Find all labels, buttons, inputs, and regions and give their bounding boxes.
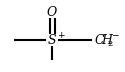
Text: 2: 2	[107, 40, 112, 48]
Text: C: C	[95, 33, 105, 47]
Text: O: O	[47, 6, 57, 20]
Text: +: +	[58, 31, 65, 40]
Text: S: S	[48, 33, 56, 47]
Text: H: H	[101, 33, 112, 47]
Text: −: −	[111, 31, 118, 40]
